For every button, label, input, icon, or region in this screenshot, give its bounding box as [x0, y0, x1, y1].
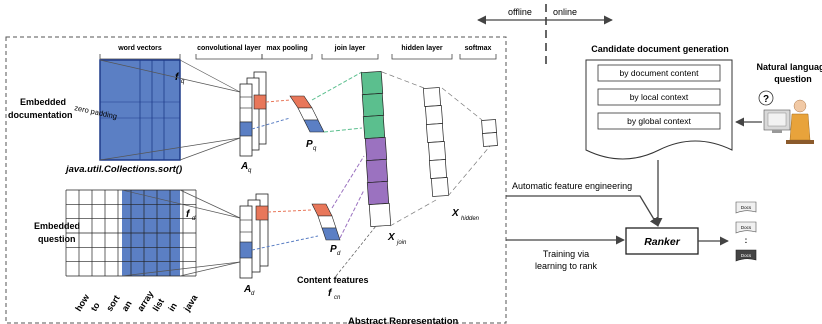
- word-vectors-label: word vectors: [117, 45, 162, 52]
- x-join-subscript: join: [396, 240, 407, 246]
- doc-icon: [735, 201, 757, 214]
- abstract-representation-label: Abstract Representation: [348, 316, 459, 324]
- question-mark-glyph: ?: [763, 94, 769, 105]
- natural-question-line1: Natural language: [756, 62, 822, 72]
- doc-title-line1: Embedded: [20, 97, 66, 107]
- training-line2: learning to rank: [535, 261, 598, 271]
- training-line1: Training via: [543, 249, 589, 259]
- candidate-item-label: by document content: [620, 68, 700, 78]
- question-word: sort: [104, 293, 121, 313]
- p-d-subscript: d: [337, 251, 341, 257]
- doc-code-label: java.util.Collections.sort(): [64, 164, 182, 175]
- doc-label-3: Docs: [741, 253, 752, 258]
- f-q-subscript: q: [181, 79, 185, 85]
- question-word: to: [89, 300, 102, 313]
- join-layer-vector: [360, 70, 392, 228]
- automatic-feature-label: Automatic feature engineering: [512, 181, 632, 191]
- pooled-vector-d: [311, 203, 341, 241]
- x-hidden-subscript: hidden: [461, 216, 480, 222]
- doc-label-1: Docs: [741, 205, 752, 210]
- online-label: online: [553, 7, 577, 17]
- join-layer-label: join layer: [334, 45, 366, 52]
- feature-arrow: [506, 195, 659, 227]
- a-q-subscript: q: [248, 168, 252, 174]
- question-title-line2: question: [38, 234, 76, 244]
- ranked-docs: Docs Docs : Docs: [735, 201, 757, 262]
- candidate-document-shape: [585, 59, 733, 160]
- doc-icon: [735, 249, 757, 262]
- p-d-symbol: P: [330, 244, 337, 255]
- content-features-label: Content features: [297, 275, 369, 285]
- question-word: java: [181, 292, 200, 314]
- a-d-subscript: d: [251, 291, 255, 297]
- convolutional-layer-label: convolutional layer: [197, 45, 261, 52]
- doc-matrix: [99, 59, 181, 161]
- doc-icon: [735, 221, 757, 234]
- candidate-item-box: [597, 64, 721, 82]
- question-word: in: [166, 301, 179, 313]
- question-matrix: [65, 189, 197, 277]
- question-word: an: [120, 299, 134, 313]
- pooled-vector-q: [289, 95, 325, 133]
- x-hidden-symbol: X: [451, 208, 460, 219]
- candidate-item-label: by global context: [627, 116, 691, 126]
- candidate-items: by document content by local context by gl…: [597, 64, 721, 130]
- f-cn-symbol: f: [328, 288, 333, 299]
- docs-ellipsis: :: [745, 236, 748, 245]
- question-word: how: [73, 292, 92, 313]
- ranker-label: Ranker: [644, 236, 681, 248]
- candidate-title: Candidate document generation: [591, 44, 729, 54]
- softmax-label: softmax: [465, 45, 492, 52]
- candidate-item-box: [597, 88, 721, 106]
- p-q-symbol: P: [306, 139, 313, 150]
- softmax-vector: [481, 119, 498, 147]
- f-d-symbol: f: [186, 209, 191, 220]
- natural-question-line2: question: [774, 74, 812, 84]
- max-pooling-label: max pooling: [266, 45, 307, 52]
- a-d-symbol: A: [243, 284, 251, 295]
- candidate-item-label: by local context: [630, 92, 689, 102]
- section-brackets: [99, 54, 497, 60]
- question-word: list: [151, 297, 166, 313]
- offline-label: offline: [508, 7, 532, 17]
- p-q-subscript: q: [313, 146, 317, 152]
- hidden-layer-label: hidden layer: [401, 45, 443, 52]
- conv-feature-map-d: [239, 193, 269, 279]
- a-q-symbol: A: [240, 161, 248, 172]
- phase-indicator: offline online: [477, 4, 613, 66]
- ranker-box: [625, 227, 699, 255]
- doc-label-2: Docs: [741, 225, 752, 230]
- f-d-subscript: d: [192, 216, 196, 222]
- conv-feature-map-q: [239, 71, 267, 157]
- hidden-layer-vector: [423, 87, 449, 197]
- doc-title-line2: documentation: [8, 110, 73, 120]
- question-title-line1: Embedded: [34, 221, 80, 231]
- person-at-computer-icon: ?: [758, 90, 814, 144]
- x-join-symbol: X: [387, 232, 396, 243]
- f-cn-subscript: cn: [334, 295, 341, 301]
- candidate-item-box: [597, 112, 721, 130]
- abstract-representation-frame: [5, 36, 507, 324]
